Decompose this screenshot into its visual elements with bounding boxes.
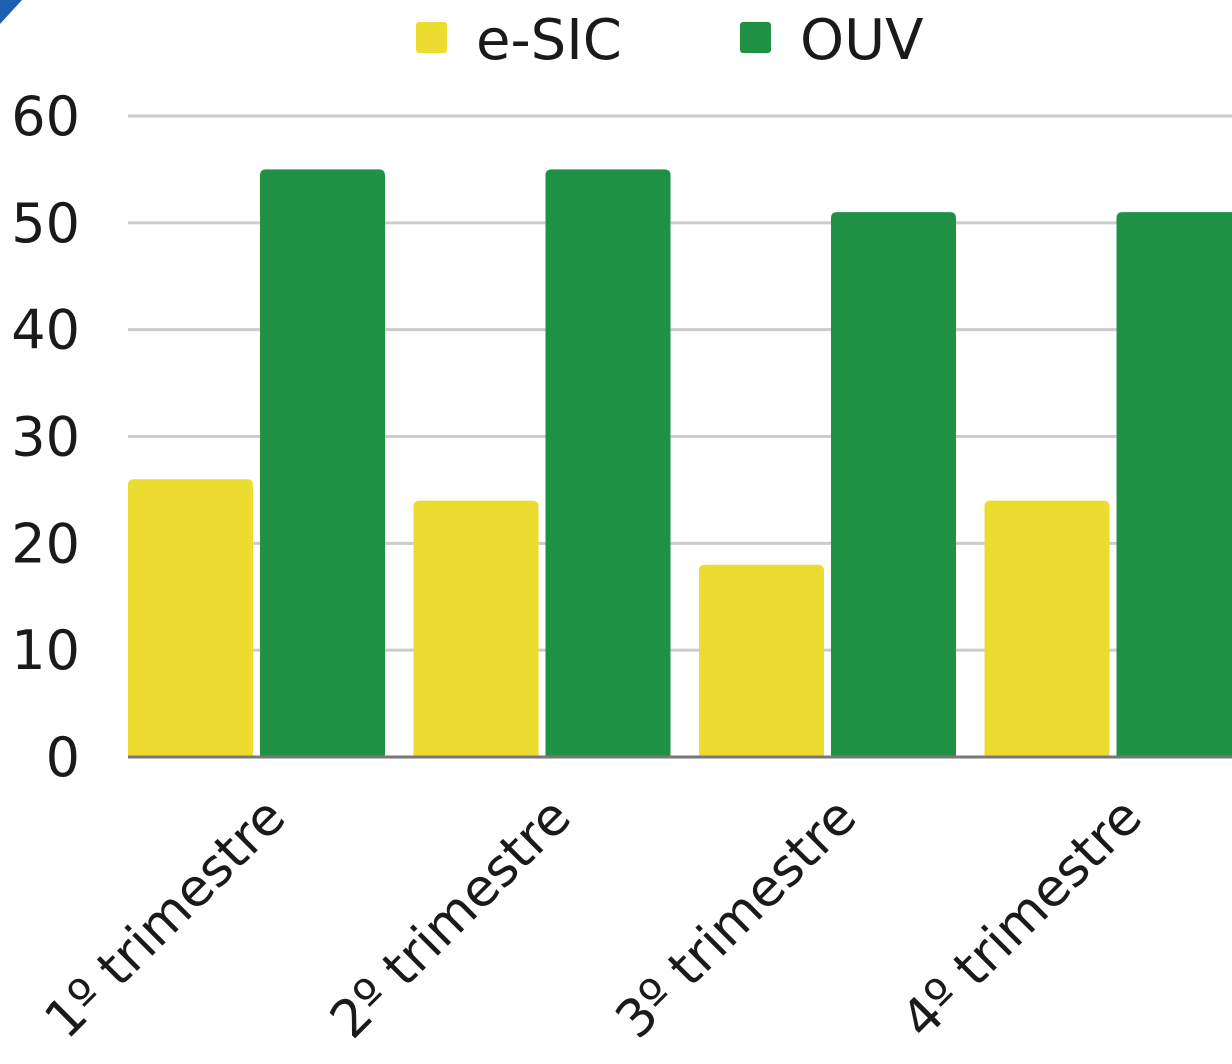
bar-ouv-4 (1116, 212, 1232, 757)
y-tick-label: 10 (11, 619, 80, 682)
bar-ouv-3 (831, 212, 956, 757)
x-category-label: 1º trimestre (34, 787, 298, 1051)
legend-label-ouv: OUV (800, 8, 923, 73)
y-tick-label: 40 (11, 299, 80, 362)
bar-ouv-2 (545, 169, 671, 757)
bars (128, 169, 1232, 757)
y-tick-label: 0 (46, 726, 80, 789)
legend-swatch-ouv (740, 22, 771, 53)
bar-e-sic-4 (984, 500, 1110, 757)
y-tick-label: 20 (11, 512, 80, 575)
corner-accent (0, 0, 22, 24)
y-tick-label: 60 (11, 85, 80, 148)
bar-e-sic-3 (699, 564, 824, 757)
x-category-label: 2º trimestre (319, 787, 583, 1051)
x-axis-category-labels: 1º trimestre 2º trimestre 3º trimestre 4º t… (34, 787, 1154, 1051)
bar-e-sic-2 (413, 500, 539, 757)
legend-label-esic: e-SIC (476, 8, 622, 73)
y-axis-tick-labels: 0 10 20 30 40 50 60 (11, 85, 80, 789)
bar-ouv-1 (260, 169, 385, 757)
bar-e-sic-1 (128, 479, 253, 757)
y-tick-label: 30 (11, 406, 80, 469)
y-tick-label: 50 (11, 192, 80, 255)
x-category-label: 4º trimestre (890, 787, 1154, 1051)
x-category-label: 3º trimestre (605, 787, 869, 1051)
legend-swatch-esic (416, 22, 447, 53)
legend: e-SIC OUV (416, 8, 923, 73)
